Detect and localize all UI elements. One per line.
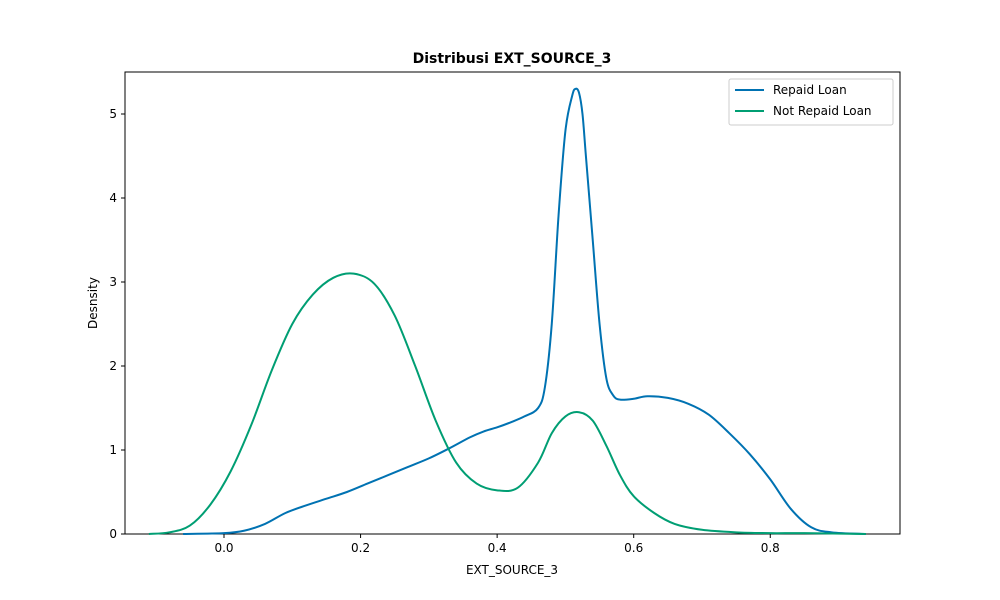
series-layer <box>148 87 866 535</box>
legend: Repaid Loan Not Repaid Loan <box>728 78 894 126</box>
legend-box <box>728 78 894 126</box>
chart-title: Distribusi EXT_SOURCE_3 <box>413 51 612 67</box>
x-axis-label: EXT_SOURCE_3 <box>466 563 558 577</box>
series-line-repaid-loan <box>183 87 866 535</box>
y-tick-label: 3 <box>109 275 117 289</box>
plot-area <box>124 71 901 535</box>
legend-label-not-repaid-loan: Not Repaid Loan <box>773 104 872 118</box>
y-tick-label: 1 <box>109 443 117 457</box>
plot-frame <box>124 71 901 535</box>
y-tick-label: 0 <box>109 527 117 541</box>
y-axis-label: Desnsity <box>86 277 100 329</box>
legend-label-repaid-loan: Repaid Loan <box>773 83 847 97</box>
y-tick-label: 5 <box>109 107 117 121</box>
x-tick-label: 0.6 <box>624 541 643 555</box>
x-tick-label: 0.4 <box>488 541 507 555</box>
x-tick-label: 0.8 <box>761 541 780 555</box>
series-line-not-repaid-loan <box>148 272 866 535</box>
x-tick-label: 0.0 <box>214 541 233 555</box>
x-tick-label: 0.2 <box>351 541 370 555</box>
y-tick-label: 4 <box>109 191 117 205</box>
x-axis: 0.0 0.2 0.4 0.6 0.8 <box>214 534 780 555</box>
y-tick-label: 2 <box>109 359 117 373</box>
y-axis: 0 1 2 3 4 5 <box>109 107 125 541</box>
